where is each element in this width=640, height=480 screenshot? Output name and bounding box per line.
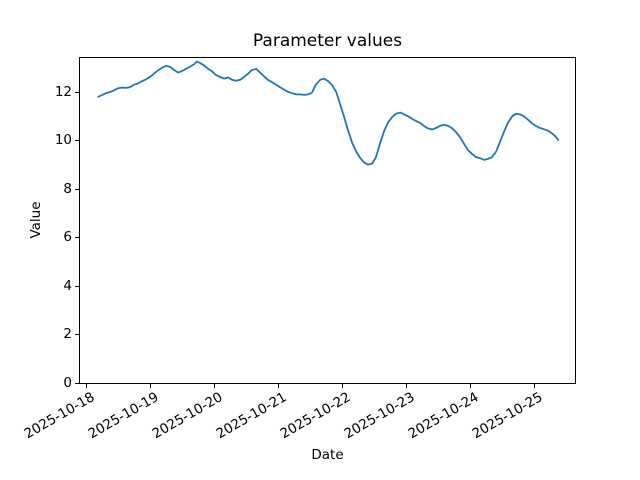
- y-tick-label: 0: [63, 375, 72, 391]
- x-tick-mark: [470, 384, 471, 388]
- y-tick-label: 2: [63, 326, 72, 343]
- plot-area: [79, 57, 576, 384]
- x-tick-mark: [278, 384, 279, 388]
- x-tick-mark: [342, 384, 343, 388]
- y-axis-label: Value: [28, 201, 44, 239]
- y-tick-label: 8: [63, 180, 72, 197]
- x-tick-mark: [534, 384, 535, 388]
- x-tick-mark: [406, 384, 407, 388]
- y-tick-mark: [75, 188, 79, 190]
- y-tick-mark: [75, 237, 79, 239]
- chart-title: Parameter values: [252, 31, 403, 51]
- x-tick-mark: [214, 384, 215, 388]
- y-tick-label: 10: [54, 132, 72, 149]
- y-tick-label: 4: [63, 277, 72, 294]
- y-tick-label: 6: [63, 229, 72, 246]
- line-series-parameter: [97, 60, 560, 166]
- y-tick-mark: [75, 383, 79, 384]
- y-tick-mark: [75, 334, 79, 336]
- data-line: [97, 60, 560, 166]
- y-tick-mark: [75, 140, 79, 142]
- y-tick-label: 12: [54, 83, 72, 100]
- y-tick-mark: [75, 91, 79, 93]
- y-tick-mark: [75, 285, 79, 287]
- x-tick-mark: [150, 384, 151, 388]
- x-axis-label: Date: [311, 447, 344, 463]
- x-tick-mark: [86, 384, 87, 388]
